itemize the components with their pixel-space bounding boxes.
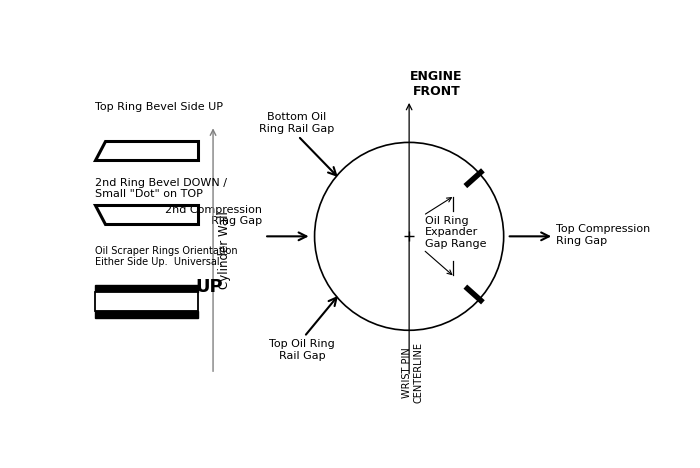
Text: WRIST PIN
CENTERLINE: WRIST PIN CENTERLINE [402,342,423,403]
Text: UP: UP [195,278,223,296]
Text: Top Oil Ring
Rail Gap: Top Oil Ring Rail Gap [269,339,335,361]
Text: Oil Scraper Rings Orientation
Either Side Up.  Universal.: Oil Scraper Rings Orientation Either Sid… [95,246,238,267]
Bar [95,285,197,292]
Polygon shape [95,205,197,224]
Text: 2nd Ring Bevel DOWN /
Small "Dot" on TOP: 2nd Ring Bevel DOWN / Small "Dot" on TOP [95,178,228,199]
Bar [95,311,197,318]
Polygon shape [95,141,197,160]
Bar [95,292,197,311]
Text: Bottom Oil
Ring Rail Gap: Bottom Oil Ring Rail Gap [259,112,334,133]
Text: Top Compression
Ring Gap: Top Compression Ring Gap [556,224,650,246]
Text: Cylinder Wall: Cylinder Wall [218,211,232,289]
Text: Top Ring Bevel Side UP: Top Ring Bevel Side UP [95,102,223,112]
Text: Oil Ring
Expander
Gap Range: Oil Ring Expander Gap Range [425,216,486,249]
Text: ENGINE
FRONT: ENGINE FRONT [410,70,463,98]
Text: 2nd Compression
Ring Gap: 2nd Compression Ring Gap [165,205,262,227]
